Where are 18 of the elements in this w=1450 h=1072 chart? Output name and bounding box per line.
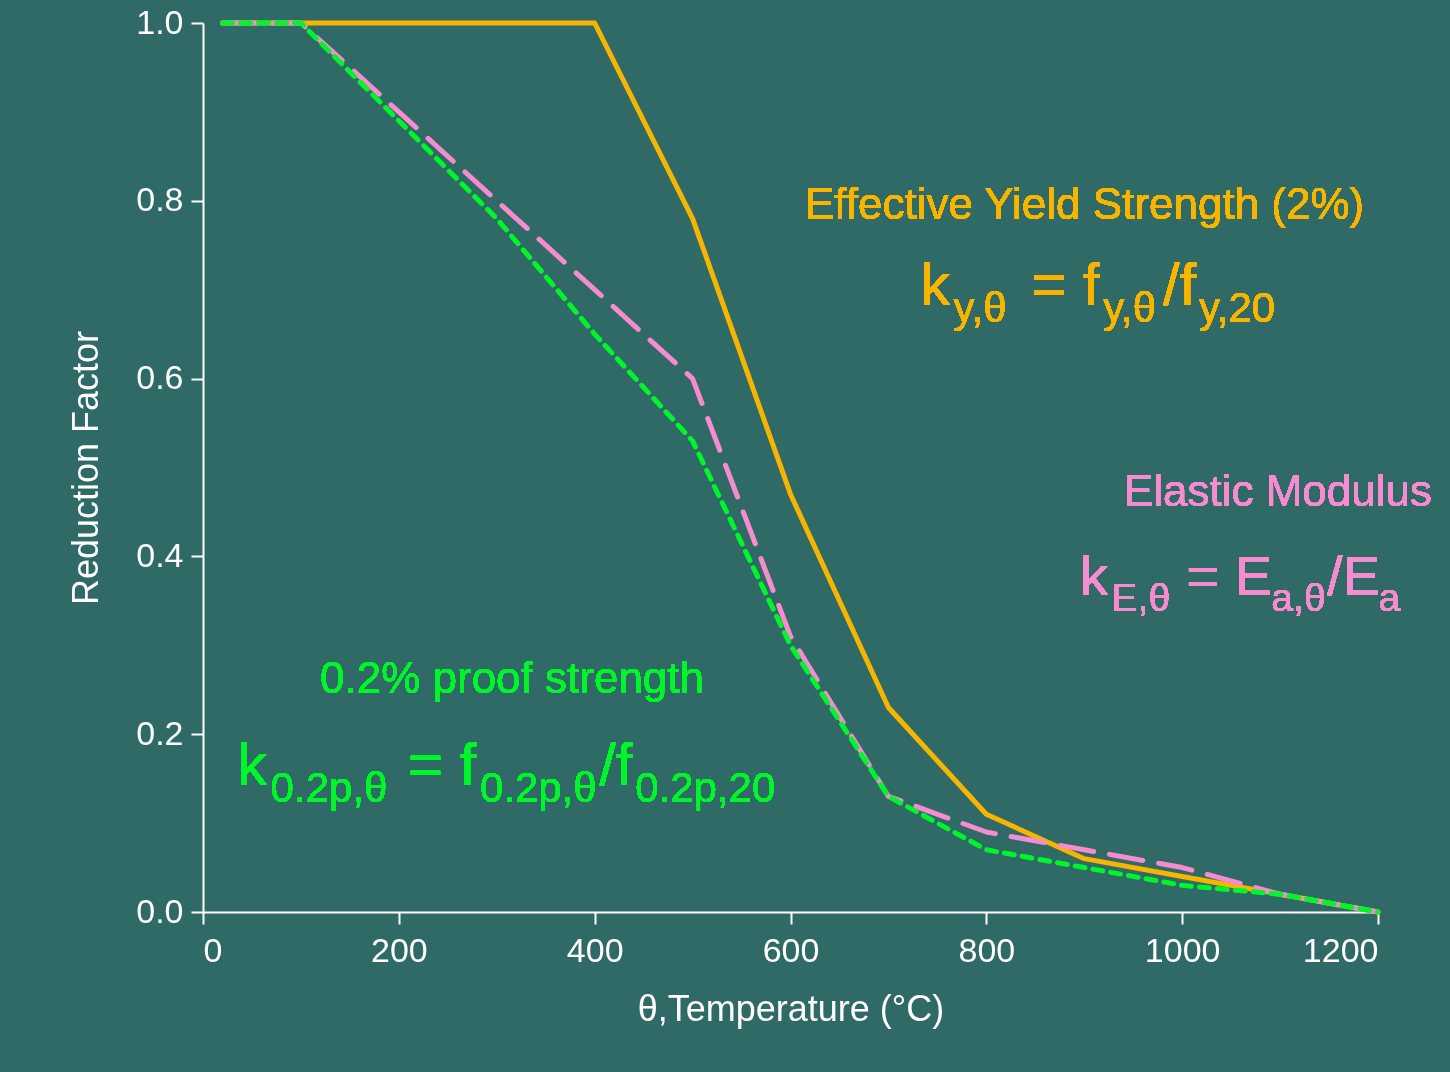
y-tick-label: 1.0 <box>136 2 184 41</box>
series-label: 0.2% proof strength <box>320 653 705 702</box>
y-tick-label: 0.6 <box>136 358 184 397</box>
x-tick-label: 600 <box>762 930 820 969</box>
x-tick-label: 400 <box>566 930 624 969</box>
x-axis-title: θ,Temperature (°C) <box>637 987 945 1029</box>
y-tick-label: 0.8 <box>136 180 184 219</box>
x-tick-label: 1200 <box>1302 930 1379 969</box>
x-tick-label: 200 <box>370 930 428 969</box>
x-tick-label: 0 <box>203 930 223 969</box>
y-tick-label: 0.2 <box>136 713 184 752</box>
text: Elastic Modulus <box>1123 466 1432 515</box>
text: Effective Yield Strength (2%) <box>805 179 1365 228</box>
x-tick-label: 1000 <box>1144 930 1221 969</box>
y-tick-label: 0.4 <box>136 535 184 574</box>
y-tick-label: 0.0 <box>136 891 184 930</box>
x-tick-label: 800 <box>958 930 1016 969</box>
y-axis-title: Reduction Factor <box>65 330 107 606</box>
